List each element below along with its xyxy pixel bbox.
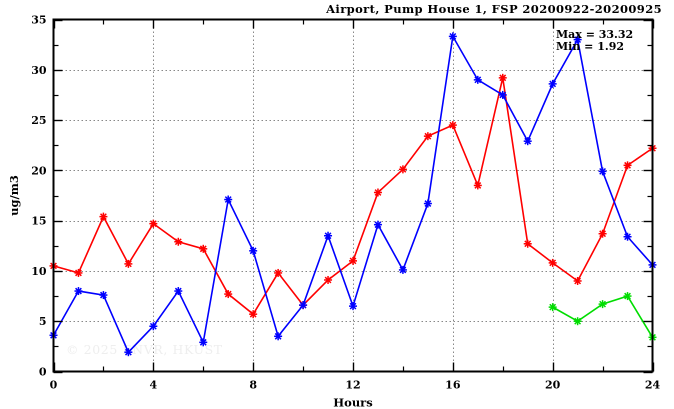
data-point-marker [523, 137, 532, 146]
data-point-marker [598, 167, 607, 176]
xtick-label: 0 [50, 379, 58, 392]
data-point-marker [324, 231, 333, 240]
data-point-marker [249, 246, 258, 255]
data-point-marker [523, 239, 532, 248]
ytick-label: 15 [31, 215, 46, 228]
data-series-layer [49, 32, 657, 357]
data-point-marker [199, 244, 208, 253]
data-point-marker [473, 181, 482, 190]
data-point-marker [274, 268, 283, 277]
min-value-label: Min = 1.92 [556, 40, 624, 53]
xtick-label: 16 [445, 379, 461, 392]
ytick-label: 5 [39, 315, 47, 328]
chart-title: Airport, Pump House 1, FSP 20200922-2020… [326, 2, 662, 16]
data-point-marker [299, 301, 308, 310]
data-point-marker [373, 188, 382, 197]
ytick-label: 0 [39, 366, 47, 379]
data-point-marker [349, 302, 357, 311]
data-point-marker [324, 275, 333, 284]
data-point-marker [99, 212, 108, 221]
y-axis-title: ug/m3 [7, 175, 21, 216]
data-point-marker [548, 303, 557, 312]
ytick-label: 25 [31, 114, 46, 127]
data-point-marker [174, 237, 183, 246]
ytick-label: 35 [31, 14, 46, 27]
x-axis-title: Hours [333, 396, 372, 409]
data-point-marker [548, 79, 557, 88]
data-point-marker [548, 258, 557, 267]
data-point-marker [573, 276, 582, 285]
data-point-marker [74, 287, 83, 296]
xtick-label: 8 [249, 379, 257, 392]
data-point-marker [349, 256, 357, 265]
ytick-label: 10 [31, 265, 47, 278]
watermark: © 2025 ENVR, HKUST [66, 342, 223, 357]
data-point-marker [623, 292, 632, 301]
data-point-marker [448, 32, 457, 41]
xtick-label: 4 [150, 379, 158, 392]
axis-labels: 0 5 10 15 20 25 30 35 0 4 8 12 16 20 24 Hours ug/m3 [7, 14, 660, 409]
xtick-label: 20 [545, 379, 561, 392]
data-point-marker [498, 73, 507, 82]
data-point-marker [199, 338, 208, 347]
data-series-red [49, 73, 657, 319]
data-point-marker [448, 121, 457, 130]
data-point-marker [124, 348, 133, 357]
data-point-marker [598, 300, 607, 309]
gridlines [53, 19, 653, 372]
data-series-blue [49, 32, 657, 357]
data-point-marker [124, 259, 133, 268]
data-point-marker [398, 265, 407, 274]
data-point-marker [149, 322, 158, 331]
ytick-label: 30 [31, 64, 47, 77]
axis-ticks [53, 19, 655, 374]
data-series-green [548, 292, 657, 342]
data-point-marker [224, 290, 233, 299]
data-point-marker [623, 161, 632, 170]
data-point-marker [473, 75, 482, 84]
data-point-marker [598, 229, 607, 238]
data-point-marker [423, 132, 432, 141]
data-point-marker [373, 220, 382, 229]
data-point-marker [274, 332, 283, 341]
watermark-text: © 2025 ENVR, HKUST [66, 342, 223, 357]
data-point-marker [99, 291, 108, 300]
data-point-marker [623, 232, 632, 241]
xtick-label: 24 [645, 379, 661, 392]
max-value-label: Max = 33.32 [556, 28, 633, 41]
xtick-label: 12 [345, 379, 360, 392]
data-point-marker [224, 195, 233, 204]
data-point-marker [423, 199, 432, 208]
data-point-marker [149, 219, 158, 228]
data-point-marker [573, 35, 582, 44]
data-point-marker [174, 287, 183, 296]
ytick-label: 20 [31, 164, 47, 177]
data-point-marker [249, 310, 258, 319]
data-point-marker [498, 90, 507, 99]
data-point-marker [573, 317, 582, 326]
data-point-marker [74, 268, 83, 277]
data-point-marker [398, 165, 407, 174]
